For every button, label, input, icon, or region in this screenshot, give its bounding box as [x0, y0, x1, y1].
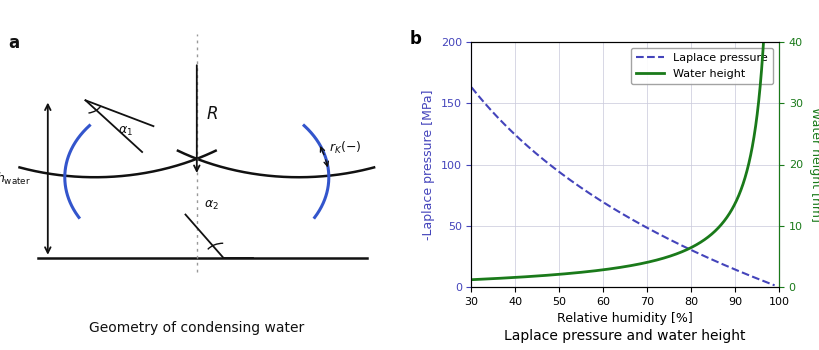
Text: $\alpha_1$: $\alpha_1$: [117, 125, 133, 138]
Text: $h_\mathrm{water}$: $h_\mathrm{water}$: [0, 170, 31, 187]
Y-axis label: Water height [nm]: Water height [nm]: [808, 107, 819, 222]
Legend: Laplace pressure, Water height: Laplace pressure, Water height: [630, 48, 772, 84]
Text: $\alpha_2$: $\alpha_2$: [204, 198, 219, 212]
Y-axis label: -Laplace pressure [MPa]: -Laplace pressure [MPa]: [422, 89, 435, 240]
Text: Geometry of condensing water: Geometry of condensing water: [89, 321, 304, 335]
Text: Laplace pressure and water height: Laplace pressure and water height: [504, 329, 744, 343]
Text: a: a: [8, 34, 20, 52]
X-axis label: Relative humidity [%]: Relative humidity [%]: [557, 312, 692, 325]
Text: $r_K(-)$: $r_K(-)$: [328, 140, 360, 156]
Text: b: b: [410, 30, 421, 48]
Text: $R$: $R$: [206, 105, 218, 123]
